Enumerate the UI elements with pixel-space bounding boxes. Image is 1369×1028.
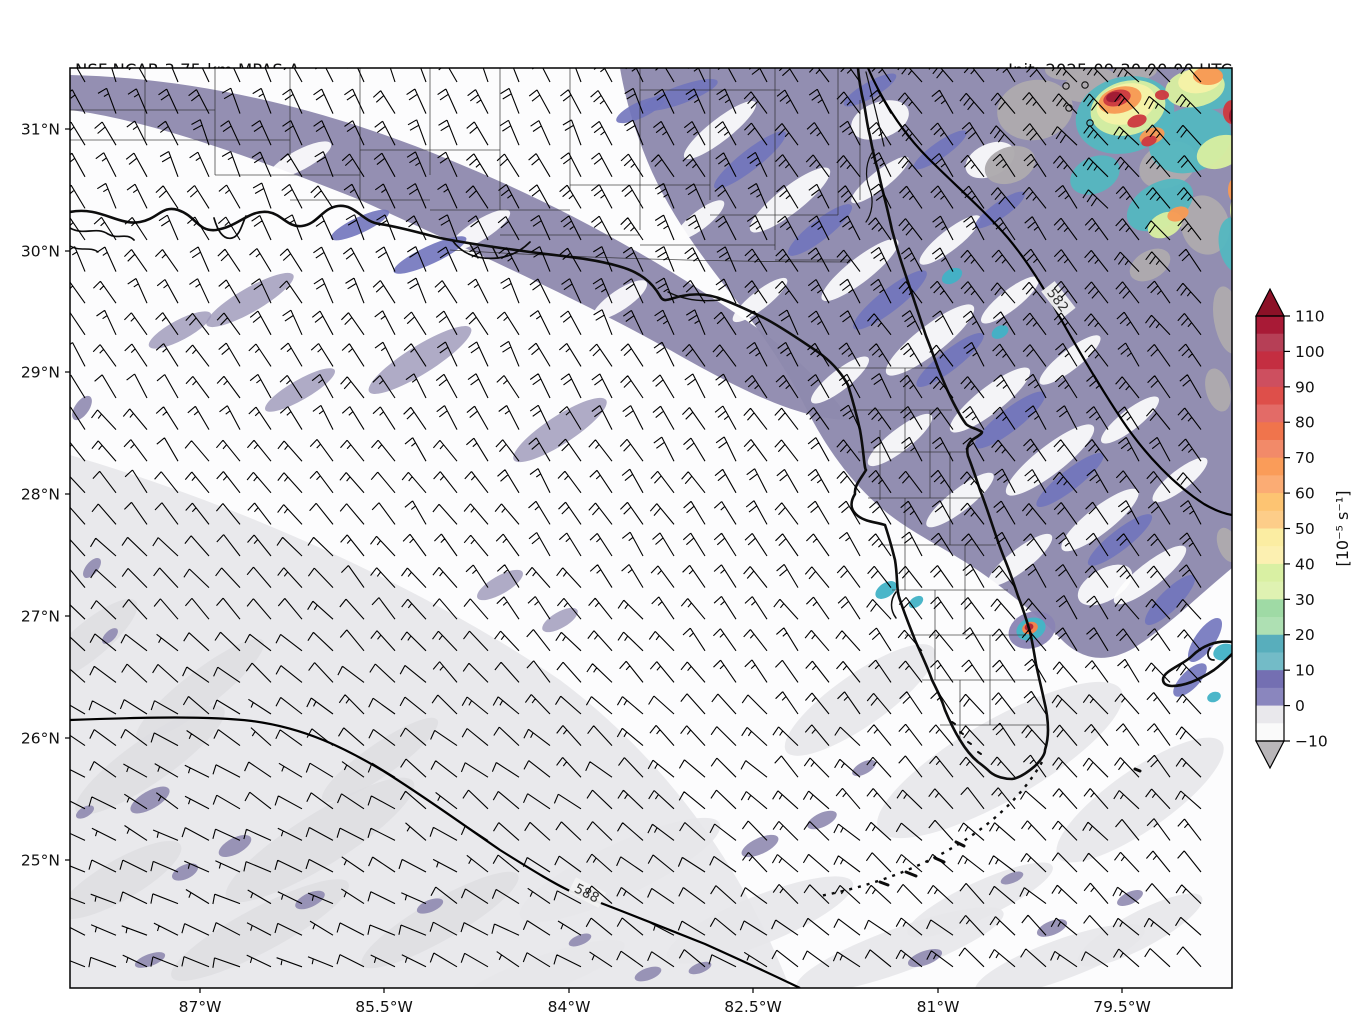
colorbar-tick-label: 60 — [1295, 485, 1315, 503]
coastline-layer — [70, 68, 1232, 898]
colorbar-tick-label: 30 — [1295, 591, 1315, 609]
colorbar-tick-label: 70 — [1295, 449, 1315, 467]
coastline — [213, 215, 247, 240]
gray-streaks-south — [455, 644, 1224, 988]
x-tick-label: 81°W — [917, 998, 960, 1016]
coastline — [1161, 640, 1232, 688]
colorbar-tick-label: 110 — [1295, 307, 1325, 325]
y-tick-label: 31°N — [21, 120, 60, 138]
coastline — [865, 149, 875, 223]
colorbar-under-arrow — [1255, 740, 1285, 770]
coastline — [1133, 767, 1142, 773]
coastline — [70, 227, 135, 241]
colorbar-tick-label: 50 — [1295, 520, 1315, 538]
y-tick-label: 28°N — [21, 485, 60, 503]
colorbar-tick-label: −10 — [1295, 732, 1328, 750]
south-purple-blobs — [72, 395, 1143, 982]
colorbar-tick-label: 90 — [1295, 378, 1315, 396]
x-tick-label: 84°W — [548, 998, 591, 1016]
wind-barbs-layer — [70, 68, 1202, 968]
colorbar-tick-label: 80 — [1295, 414, 1315, 432]
axes-layer: 87°W 85.5°W 84°W 82.5°W 81°W 79.5°W 31°N 30°N 29… — [21, 67, 1233, 1016]
x-tick-label: 87°W — [179, 998, 222, 1016]
coastline — [1207, 647, 1215, 661]
coastline — [865, 71, 885, 147]
colorbar-tick-label: 40 — [1295, 555, 1315, 573]
x-tick-label: 85.5°W — [355, 998, 413, 1016]
blue-purple-streaks — [330, 73, 1223, 697]
height-contour-582 — [866, 68, 1232, 517]
coastline — [878, 840, 966, 887]
colorbar-tick-label: 20 — [1295, 626, 1315, 644]
white-streaks-ne — [675, 100, 1208, 606]
y-tick-label: 30°N — [21, 242, 60, 260]
coastline — [469, 243, 499, 259]
coastline — [890, 591, 897, 619]
cyan-flecks — [875, 267, 1232, 703]
coastline — [667, 291, 721, 302]
x-tick-label: 82.5°W — [724, 998, 782, 1016]
coastline — [951, 721, 982, 755]
y-tick-label: 25°N — [21, 851, 60, 869]
colorbar-tick-label: 10 — [1295, 662, 1315, 680]
colorbar-tick-label: 0 — [1295, 697, 1305, 715]
colorbar-unit-label: [10⁻⁵ s⁻¹] — [1333, 491, 1352, 567]
y-tick-label: 27°N — [21, 607, 60, 625]
vorticity-shading-layer — [70, 68, 1232, 988]
y-tick-label: 29°N — [21, 363, 60, 381]
coastline — [70, 245, 99, 253]
nw-purple-band — [70, 75, 850, 420]
x-tick-label: 79.5°W — [1093, 998, 1151, 1016]
florida-keys-arc — [819, 761, 1044, 898]
height-contour-588 — [70, 716, 801, 988]
colorbar-tick-label: 100 — [1295, 343, 1325, 361]
y-tick-label: 26°N — [21, 729, 60, 747]
colorbar-over-arrow — [1255, 287, 1285, 317]
